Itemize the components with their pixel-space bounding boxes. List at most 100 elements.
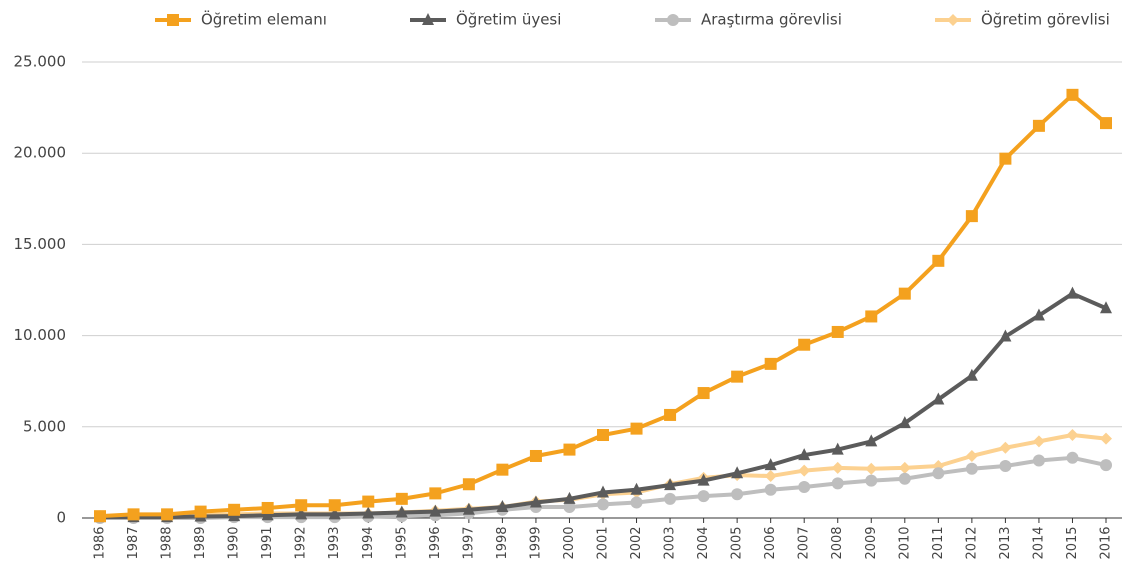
x-tick-label: 2006 [763, 526, 778, 559]
marker [932, 467, 945, 480]
marker [194, 505, 207, 518]
marker [965, 210, 978, 223]
marker [563, 501, 576, 514]
x-tick-label: 2012 [964, 526, 979, 559]
marker [798, 338, 811, 351]
series-line [99, 92, 1108, 519]
marker [429, 487, 442, 500]
marker [664, 408, 677, 421]
marker [261, 501, 274, 514]
marker [865, 310, 878, 323]
y-tick-label: 15.000 [14, 235, 67, 253]
x-tick-label: 2003 [663, 526, 678, 559]
marker [1066, 451, 1079, 464]
marker [630, 496, 643, 509]
x-tick-label: 2007 [797, 526, 812, 559]
x-tick-label: 2013 [998, 526, 1013, 559]
marker [630, 482, 643, 495]
marker [831, 477, 844, 490]
marker [865, 434, 878, 447]
marker [764, 357, 777, 370]
marker [764, 483, 777, 496]
y-tick-label: 20.000 [14, 144, 67, 162]
marker [898, 472, 911, 485]
marker [462, 478, 475, 491]
marker [94, 510, 106, 523]
x-tick-label: 1986 [93, 526, 108, 559]
marker [831, 461, 844, 474]
marker [764, 458, 777, 471]
marker [865, 462, 878, 475]
marker [1100, 117, 1112, 130]
legend-marker [167, 14, 179, 26]
marker [328, 507, 341, 520]
marker [664, 492, 677, 505]
marker [161, 508, 174, 521]
marker [496, 463, 509, 476]
x-tick-label: 2010 [897, 526, 912, 559]
marker [731, 370, 744, 383]
marker [697, 473, 710, 486]
marker [295, 507, 308, 520]
marker [228, 503, 241, 516]
x-tick-label: 2014 [1031, 526, 1046, 559]
x-tick-label: 1990 [227, 526, 242, 559]
marker [1066, 429, 1079, 442]
marker [597, 429, 609, 442]
marker [865, 474, 878, 487]
marker [697, 387, 710, 400]
x-tick-label: 1994 [361, 526, 376, 559]
legend-marker [947, 14, 959, 26]
marker [965, 449, 978, 462]
marker [898, 416, 911, 429]
x-tick-label: 2004 [696, 526, 711, 559]
x-tick-label: 1995 [394, 526, 409, 559]
marker [1032, 435, 1045, 448]
marker [831, 442, 844, 455]
marker [496, 500, 509, 513]
marker [529, 495, 542, 508]
legend-marker [667, 14, 679, 26]
marker [1100, 459, 1112, 472]
marker [898, 287, 911, 300]
x-tick-label: 2016 [1099, 526, 1114, 559]
marker [932, 392, 945, 405]
x-tick-label: 2015 [1065, 526, 1080, 559]
marker [965, 368, 978, 381]
x-tick-label: 1992 [294, 526, 309, 559]
marker [1100, 432, 1112, 445]
marker [831, 325, 844, 338]
legend-label: Öğretim üyesi [456, 10, 561, 29]
marker [462, 502, 475, 515]
marker [697, 490, 710, 503]
marker [731, 466, 744, 479]
y-tick-label: 5.000 [23, 417, 66, 435]
legend-label: Öğretim elemanı [201, 10, 327, 29]
x-tick-label: 1987 [126, 526, 141, 559]
y-tick-label: 25.000 [14, 53, 67, 71]
y-tick-label: 10.000 [14, 326, 67, 344]
marker [999, 152, 1012, 165]
marker [597, 498, 609, 511]
marker [798, 448, 811, 461]
marker [798, 480, 811, 493]
x-tick-label: 1996 [428, 526, 443, 559]
marker [597, 485, 609, 498]
marker [1032, 308, 1045, 321]
marker [798, 464, 811, 477]
marker [529, 449, 542, 462]
marker [328, 499, 341, 512]
marker [261, 508, 274, 521]
x-tick-label: 2009 [864, 526, 879, 559]
x-tick-label: 1998 [495, 526, 510, 559]
marker [362, 495, 375, 508]
marker [362, 506, 375, 519]
marker [563, 491, 576, 504]
marker [563, 443, 576, 456]
marker [999, 329, 1012, 342]
marker [764, 470, 777, 483]
x-tick-label: 2000 [562, 526, 577, 559]
marker [127, 508, 140, 521]
marker [1032, 454, 1045, 467]
